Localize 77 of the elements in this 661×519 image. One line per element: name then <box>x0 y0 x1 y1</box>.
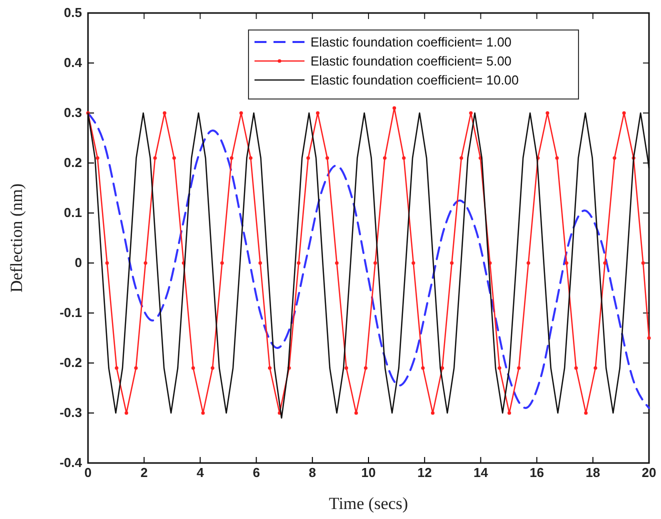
point <box>508 411 512 415</box>
point <box>460 156 464 160</box>
point <box>201 411 205 415</box>
point <box>564 261 568 265</box>
point <box>105 261 109 265</box>
y-tick-label: 0.1 <box>64 205 82 220</box>
point <box>546 111 550 115</box>
point <box>612 156 616 160</box>
point <box>412 261 416 265</box>
x-tick-label: 12 <box>417 465 432 480</box>
point <box>316 111 320 115</box>
legend-label: Elastic foundation coefficient= 5.00 <box>310 54 512 68</box>
x-tick-label: 4 <box>196 465 205 480</box>
point <box>268 366 272 370</box>
point <box>517 366 521 370</box>
y-tick-label: -0.1 <box>60 305 82 320</box>
x-axis-title: Time (secs) <box>328 494 408 513</box>
point <box>354 411 358 415</box>
point <box>594 366 598 370</box>
point <box>421 366 425 370</box>
point <box>574 366 578 370</box>
point <box>335 261 339 265</box>
point <box>114 366 118 370</box>
x-tick-label: 6 <box>252 465 260 480</box>
y-tick-label: -0.4 <box>60 455 83 470</box>
point <box>469 111 473 115</box>
point <box>191 366 195 370</box>
point <box>325 156 330 160</box>
y-tick-label: 0.5 <box>64 5 82 20</box>
point <box>296 261 300 265</box>
point <box>641 261 645 265</box>
point <box>402 156 406 160</box>
point <box>440 366 444 370</box>
x-tick-label: 16 <box>530 465 544 480</box>
point <box>622 111 626 115</box>
y-tick-label: 0.4 <box>64 55 83 70</box>
point <box>144 261 148 265</box>
point <box>239 111 243 115</box>
point <box>555 156 559 160</box>
point <box>373 261 378 265</box>
y-tick-label: 0.2 <box>64 155 82 170</box>
legend-label: Elastic foundation coefficient= 1.00 <box>310 34 512 50</box>
point <box>382 156 387 160</box>
point <box>584 411 588 415</box>
y-tick-label: 0.3 <box>64 105 82 120</box>
point <box>450 261 454 265</box>
point <box>248 156 252 160</box>
point <box>230 156 234 160</box>
point <box>344 366 348 370</box>
point <box>124 411 128 415</box>
x-tick-label: 18 <box>586 465 600 480</box>
x-tick-label: 10 <box>361 465 376 480</box>
point <box>364 366 368 370</box>
point <box>430 411 435 415</box>
point <box>220 261 224 265</box>
point <box>526 261 530 265</box>
y-tick-label: 0 <box>74 255 82 270</box>
point <box>153 156 157 160</box>
point <box>306 156 310 160</box>
x-tick-label: 8 <box>308 465 316 480</box>
point <box>134 366 138 370</box>
x-tick-label: 2 <box>140 465 148 480</box>
point <box>258 261 262 265</box>
point <box>172 156 176 160</box>
point <box>392 106 396 110</box>
point <box>603 261 607 265</box>
y-axis-title: Deflection (nm) <box>7 183 26 293</box>
y-tick-label: -0.3 <box>60 405 82 420</box>
y-tick-label: -0.2 <box>60 355 82 370</box>
point <box>96 156 100 160</box>
legend-label: Elastic foundation coefficient= 10.00 <box>310 72 519 88</box>
point <box>498 366 502 370</box>
x-tick-label: 20 <box>642 465 656 480</box>
x-tick-label: 14 <box>473 465 489 480</box>
point <box>210 366 214 370</box>
point <box>162 111 166 115</box>
point <box>647 336 651 340</box>
